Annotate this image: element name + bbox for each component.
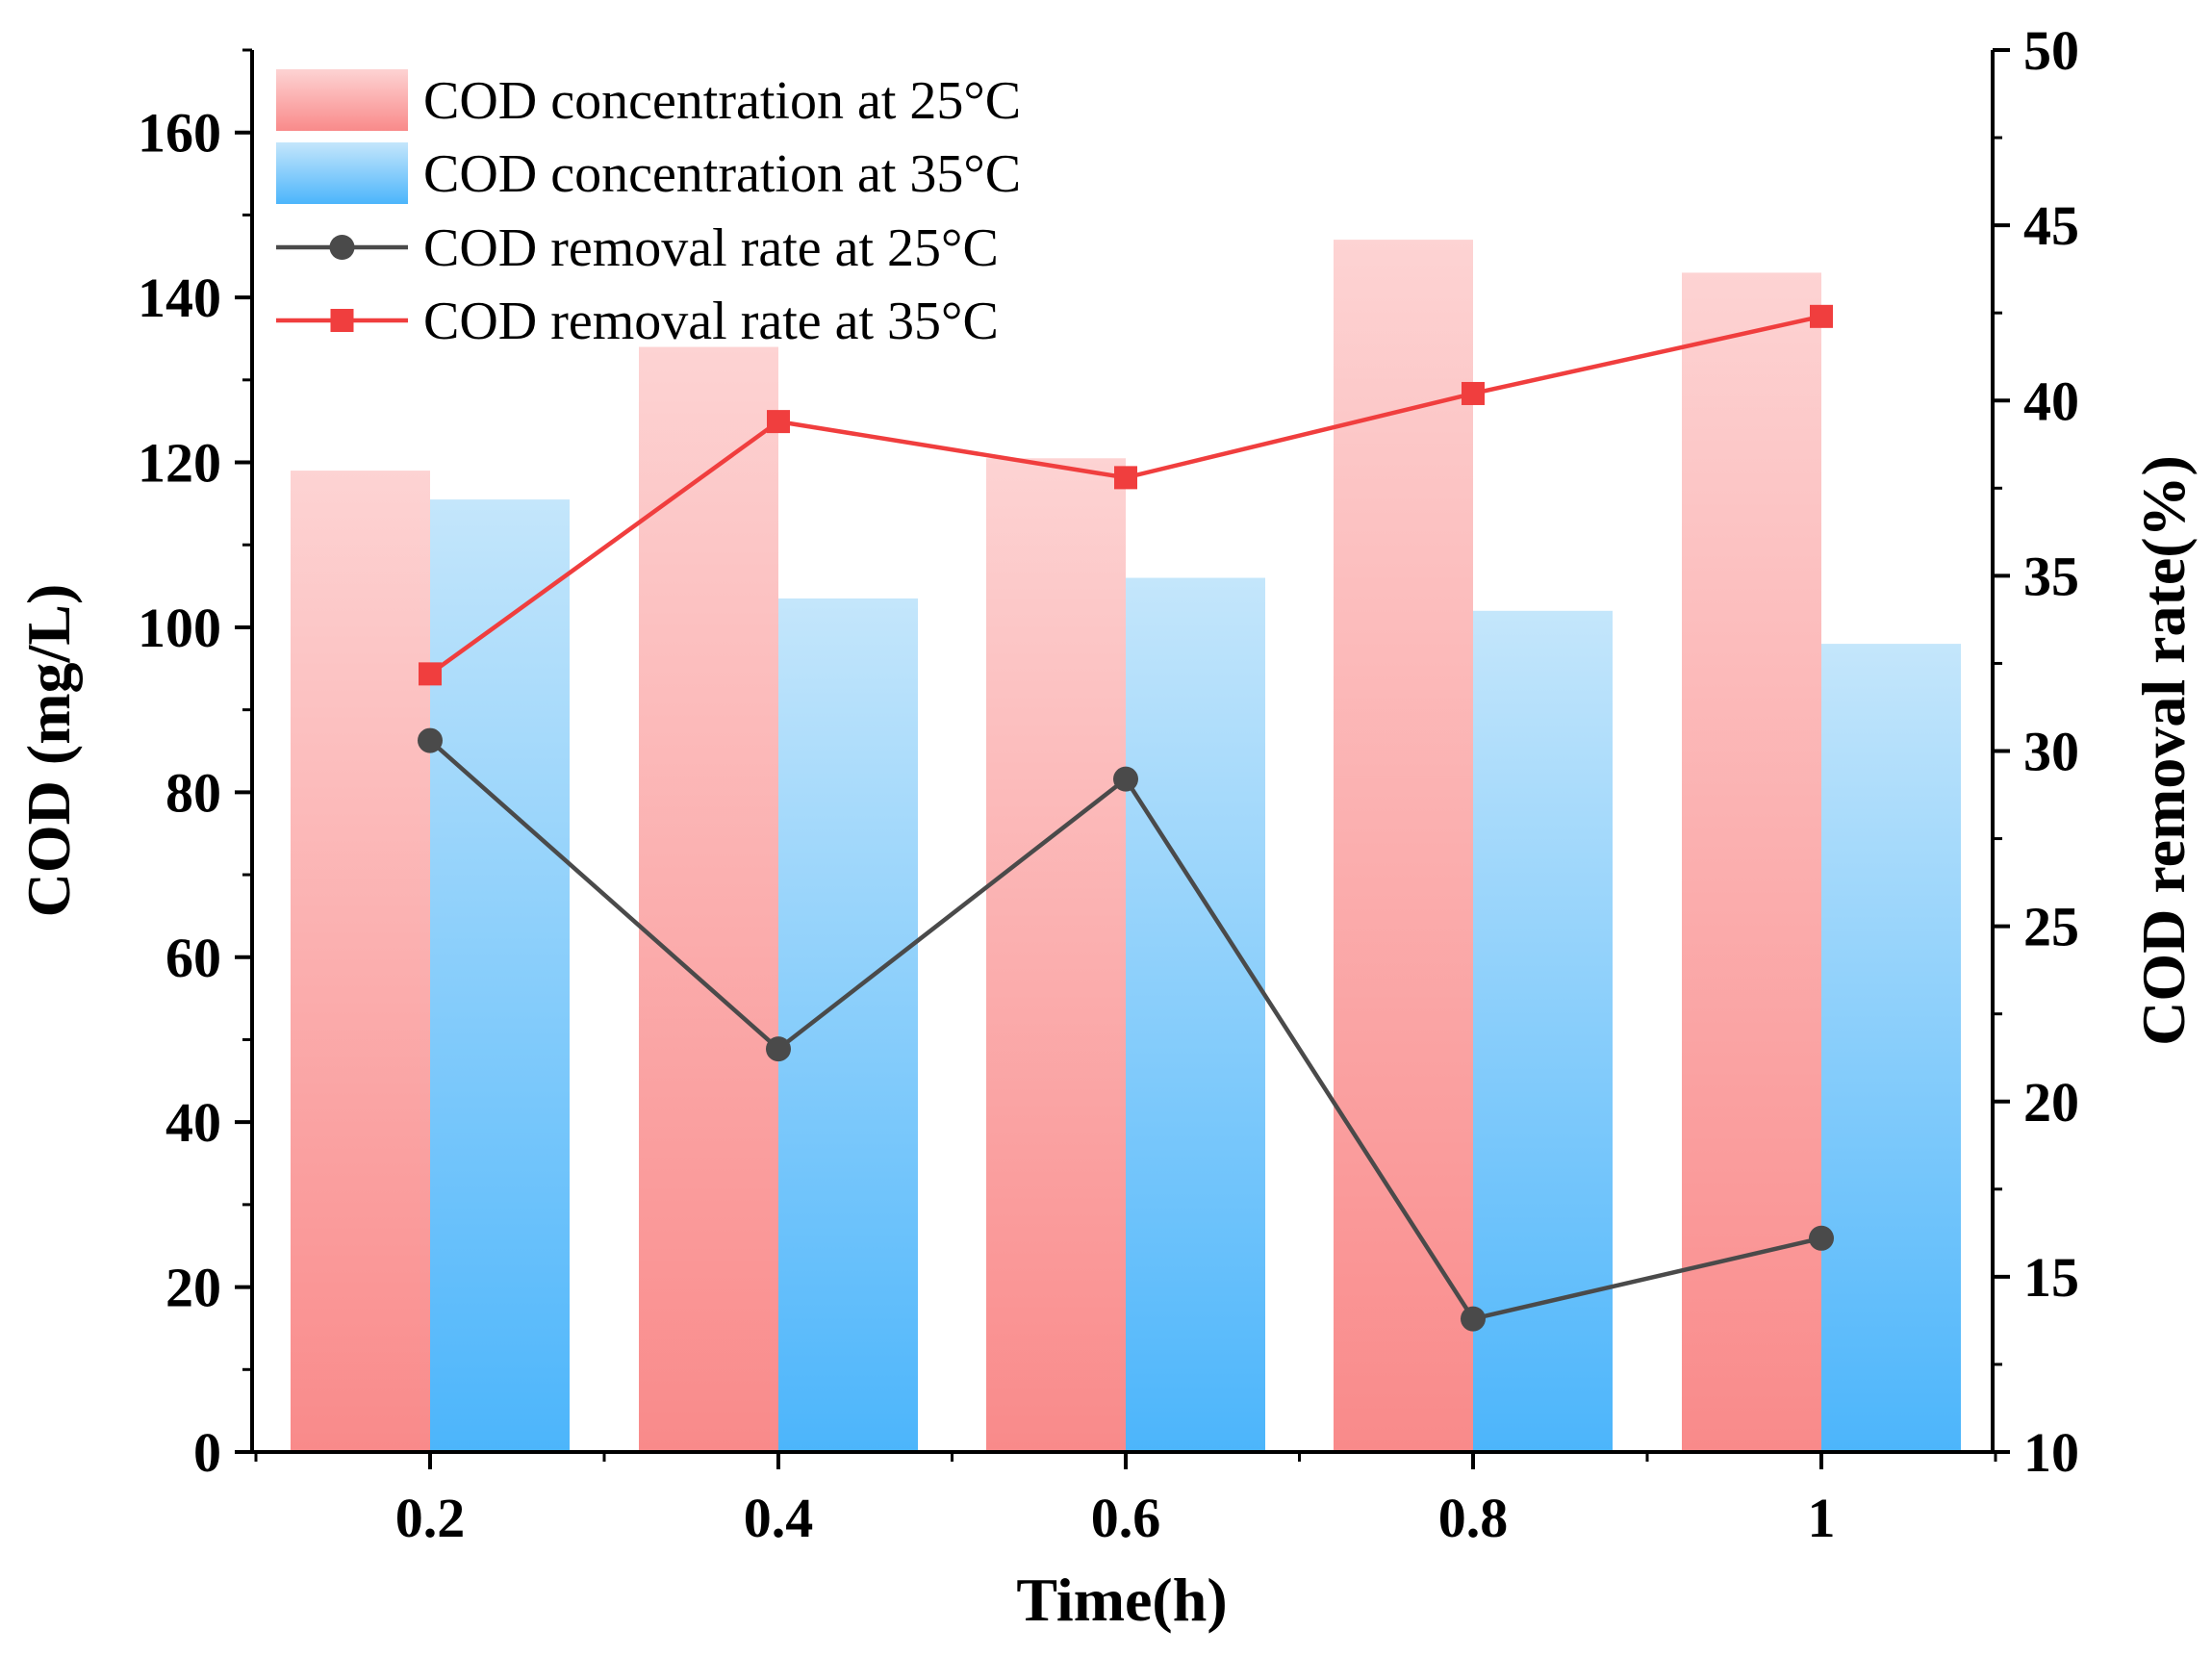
point-35c-0 [419,662,442,686]
legend-swatch-0 [276,69,408,131]
legend-marker-2 [329,235,355,260]
legend-swatch-1 [276,142,408,204]
bar-35c-4 [1821,644,1961,1452]
bar-25c-2 [986,458,1126,1452]
legend-label-2: COD removal rate at 25°C [423,218,999,278]
y2-axis-title: COD removal rate(%) [2129,455,2198,1046]
legend-label-1: COD concentration at 35°C [423,144,1021,204]
legend: COD concentration at 25°C COD concentrati… [276,69,1021,351]
y-tick-label: 80 [165,761,221,824]
bar-25c-1 [639,346,778,1453]
x-tick-label: 0.2 [395,1487,466,1549]
lines-layer [418,304,1834,1332]
y2-tick-label: 15 [2023,1246,2079,1309]
y-tick-label: 40 [165,1091,221,1154]
point-35c-2 [1114,466,1137,490]
bar-35c-0 [430,499,570,1452]
x-tick-label: 0.6 [1091,1487,1161,1549]
legend-label-0: COD concentration at 25°C [423,71,1021,131]
y2-tick-label: 30 [2023,721,2079,783]
x-tick-label: 1 [1808,1487,1836,1549]
bar-25c-0 [291,471,430,1453]
y-tick-label: 160 [138,102,221,165]
y2-tick-label: 20 [2023,1071,2079,1134]
x-tick-label: 0.8 [1438,1487,1509,1549]
point-35c-4 [1810,304,1833,328]
axes-layer: 0 20 40 60 80 100 120 140 160 10 15 20 25 30 35 40 45 50 0… [14,19,2198,1634]
y-axis-title: COD (mg/L) [14,584,83,918]
y2-tick-label: 50 [2023,19,2079,82]
y-tick-label: 0 [193,1421,221,1484]
x-tick-label: 0.4 [744,1487,814,1549]
point-25c-4 [1809,1225,1834,1251]
bar-35c-1 [778,598,918,1452]
y-tick-label: 20 [165,1257,221,1319]
point-25c-3 [1461,1306,1486,1332]
bar-35c-3 [1473,610,1613,1452]
y2-tick-label: 40 [2023,369,2079,432]
y2-tick-label: 45 [2023,194,2079,257]
point-35c-1 [767,410,790,434]
bar-25c-3 [1334,240,1473,1452]
point-25c-0 [418,727,443,753]
bar-25c-4 [1682,272,1821,1452]
y2-tick-label: 35 [2023,545,2079,607]
y2-tick-label: 25 [2023,896,2079,958]
legend-label-3: COD removal rate at 35°C [423,292,999,351]
y-tick-label: 120 [138,432,221,495]
legend-marker-3 [330,309,354,332]
y-tick-label: 60 [165,927,221,989]
point-35c-3 [1462,381,1485,405]
bars-layer [291,240,1961,1453]
y-tick-label: 140 [138,267,221,329]
point-25c-2 [1113,766,1138,792]
y2-tick-label: 10 [2023,1421,2079,1484]
bar-35c-2 [1126,577,1265,1452]
x-axis-title: Time(h) [1016,1566,1227,1634]
y-tick-label: 100 [138,597,221,659]
point-25c-1 [766,1036,791,1062]
